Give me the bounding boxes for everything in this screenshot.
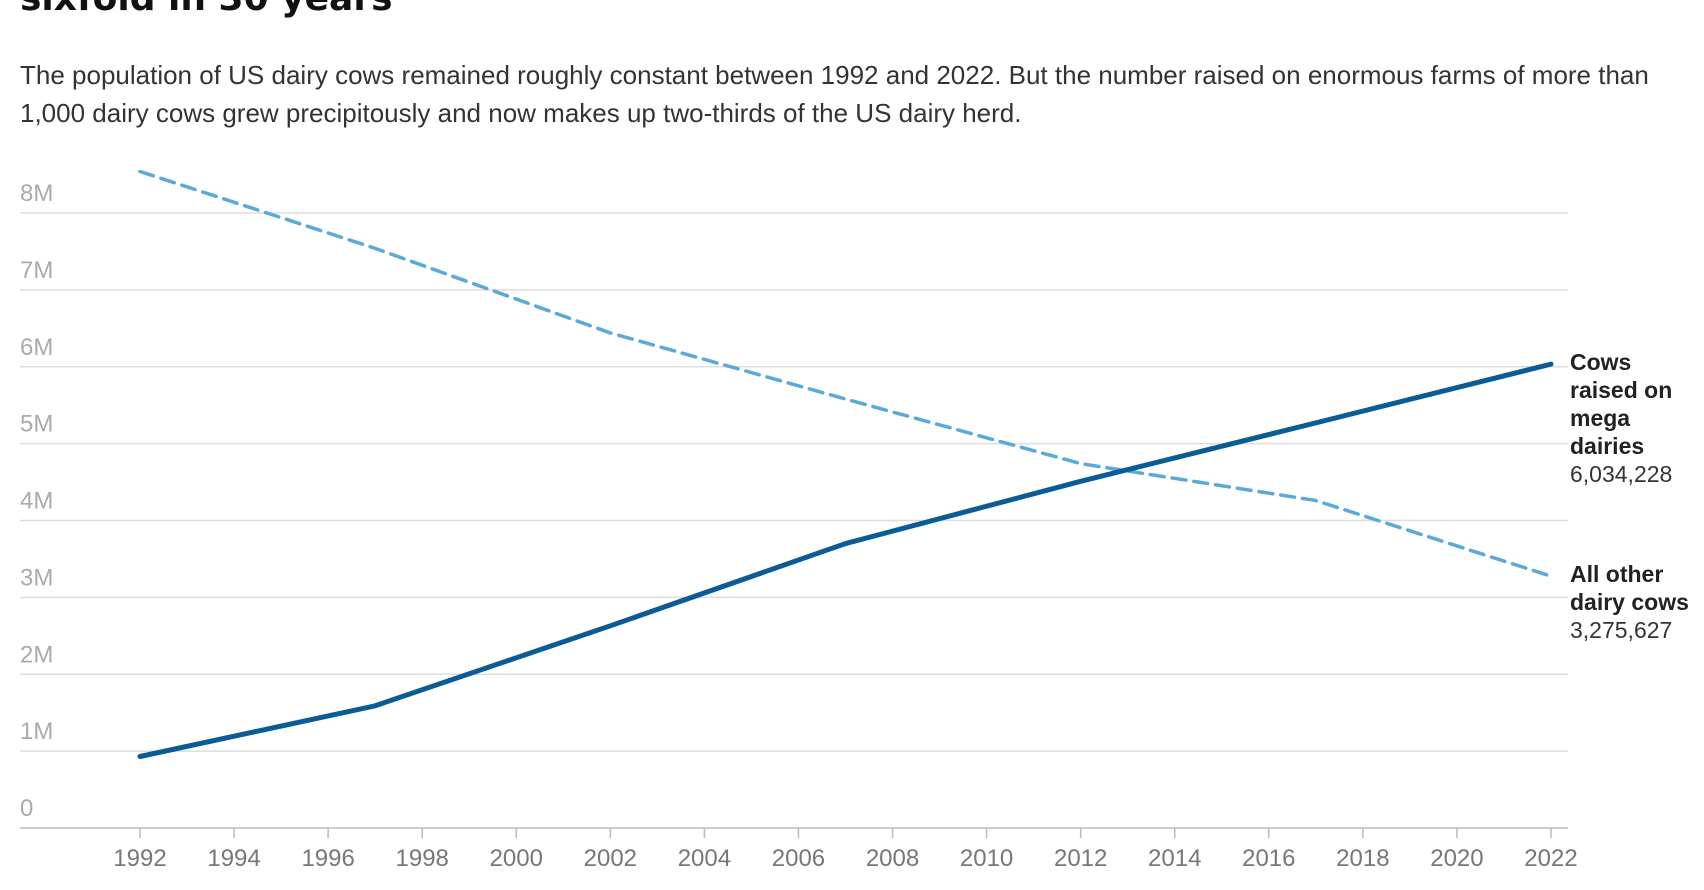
x-tick-label: 2022 [1524,845,1577,872]
x-tick-label: 2020 [1430,845,1483,872]
y-tick-label: 4M [20,488,53,515]
x-tick-label: 2014 [1148,845,1201,872]
x-tick-label: 1998 [396,845,449,872]
series-label: All other dairy cows 3,275,627 [1570,560,1700,644]
x-tick-label: 2010 [960,845,1013,872]
series-label: Cows raised on mega dairies 6,034,228 [1570,348,1700,488]
y-tick-label: 2M [20,641,53,668]
legend-entry: All other dairy cows [1570,561,1689,616]
x-tick-label: 2016 [1242,845,1295,872]
y-tick-label: 6M [20,334,53,361]
y-tick-label: 0 [20,795,33,822]
value-label: 3,275,627 [1570,617,1673,644]
x-tick-label: 2018 [1336,845,1389,872]
y-tick-label: 5M [20,411,53,438]
x-tick-label: 2004 [678,845,731,872]
chart-subtitle: The population of US dairy cows remained… [20,60,1649,128]
y-tick-label: 7M [20,257,53,284]
x-tick-label: 2008 [866,845,919,872]
x-tick-label: 2012 [1054,845,1107,872]
y-tick-label: 8M [20,180,53,207]
x-tick-label: 1994 [207,845,260,872]
x-tick-label: 1992 [113,845,166,872]
series-line [138,169,1553,578]
value-label: 6,034,228 [1570,461,1673,488]
y-tick-label: 1M [20,718,53,745]
x-tick-label: 1996 [301,845,354,872]
legend-entry: Cows raised on mega dairies [1570,349,1673,460]
y-tick-label: 3M [20,564,53,591]
series-line [137,361,1554,760]
chart-title: sixfold in 30 years [20,0,393,19]
x-tick-label: 2002 [584,845,637,872]
x-tick-label: 2006 [772,845,825,872]
x-tick-label: 2000 [490,845,543,872]
